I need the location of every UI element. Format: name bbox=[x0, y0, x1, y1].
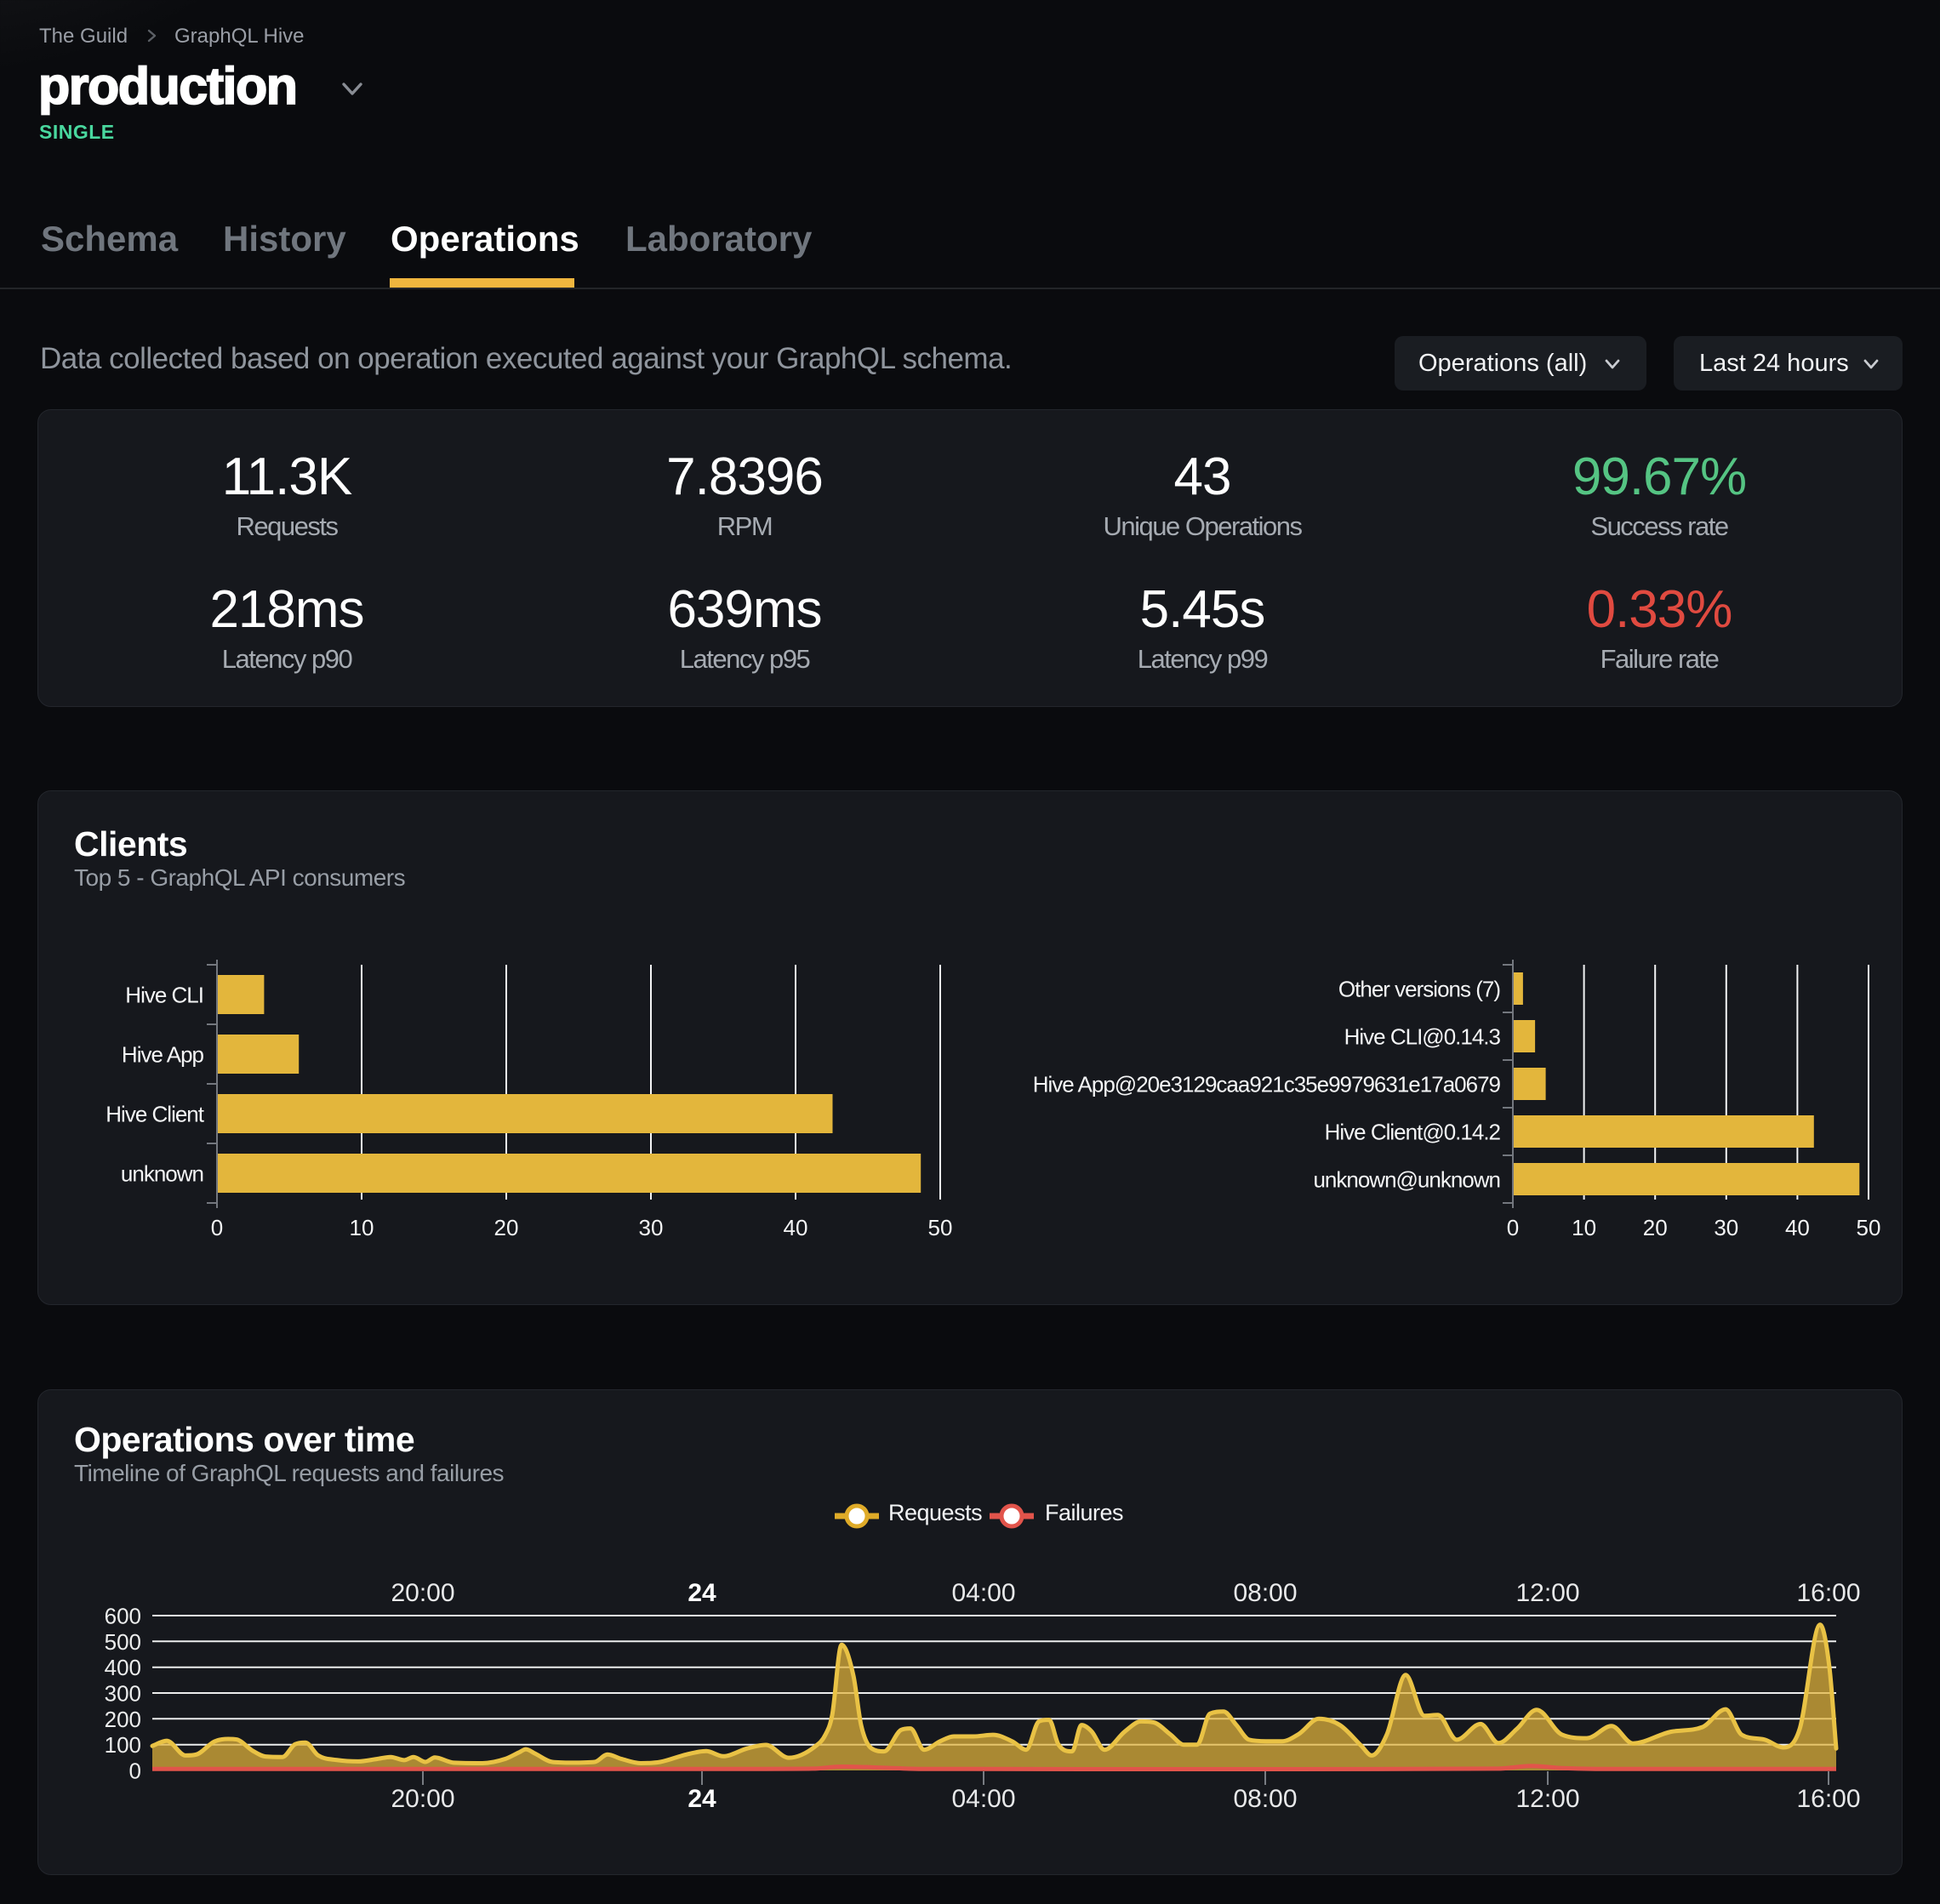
svg-text:Hive CLI: Hive CLI bbox=[125, 983, 203, 1008]
svg-text:30: 30 bbox=[1714, 1215, 1738, 1240]
svg-text:100: 100 bbox=[105, 1732, 141, 1758]
svg-text:50: 50 bbox=[1857, 1215, 1881, 1240]
svg-text:Hive App: Hive App bbox=[122, 1042, 204, 1068]
svg-text:600: 600 bbox=[105, 1604, 141, 1629]
svg-text:10: 10 bbox=[1572, 1215, 1596, 1240]
svg-text:500: 500 bbox=[105, 1629, 141, 1655]
svg-text:24: 24 bbox=[688, 1579, 716, 1607]
svg-text:30: 30 bbox=[639, 1215, 664, 1240]
svg-text:04:00: 04:00 bbox=[951, 1785, 1015, 1813]
svg-text:Other versions (7): Other versions (7) bbox=[1338, 977, 1500, 1002]
svg-text:16:00: 16:00 bbox=[1796, 1579, 1860, 1607]
svg-text:12:00: 12:00 bbox=[1515, 1785, 1579, 1813]
svg-text:04:00: 04:00 bbox=[951, 1579, 1015, 1607]
svg-text:Hive Client@0.14.2: Hive Client@0.14.2 bbox=[1325, 1120, 1501, 1145]
svg-text:40: 40 bbox=[1785, 1215, 1810, 1240]
svg-text:300: 300 bbox=[105, 1681, 141, 1707]
svg-text:50: 50 bbox=[928, 1215, 953, 1240]
svg-text:20:00: 20:00 bbox=[391, 1579, 454, 1607]
svg-text:Hive App@20e3129caa921c35e9979: Hive App@20e3129caa921c35e9979631e17a067… bbox=[1033, 1072, 1501, 1097]
svg-text:200: 200 bbox=[105, 1707, 141, 1732]
svg-text:unknown: unknown bbox=[121, 1161, 203, 1187]
svg-text:20:00: 20:00 bbox=[391, 1785, 454, 1813]
svg-text:10: 10 bbox=[350, 1215, 374, 1240]
svg-text:unknown@unknown: unknown@unknown bbox=[1313, 1167, 1500, 1193]
svg-text:Hive Client: Hive Client bbox=[106, 1102, 204, 1127]
svg-text:20: 20 bbox=[494, 1215, 519, 1240]
svg-text:12:00: 12:00 bbox=[1515, 1579, 1579, 1607]
svg-text:24: 24 bbox=[688, 1785, 716, 1813]
svg-text:40: 40 bbox=[784, 1215, 808, 1240]
svg-text:0: 0 bbox=[211, 1215, 223, 1240]
svg-text:400: 400 bbox=[105, 1655, 141, 1680]
svg-text:20: 20 bbox=[1643, 1215, 1668, 1240]
svg-text:Hive CLI@0.14.3: Hive CLI@0.14.3 bbox=[1344, 1024, 1501, 1050]
svg-text:08:00: 08:00 bbox=[1233, 1579, 1297, 1607]
svg-text:08:00: 08:00 bbox=[1233, 1785, 1297, 1813]
svg-text:0: 0 bbox=[1507, 1215, 1519, 1240]
svg-text:16:00: 16:00 bbox=[1796, 1785, 1860, 1813]
svg-text:0: 0 bbox=[129, 1759, 141, 1784]
